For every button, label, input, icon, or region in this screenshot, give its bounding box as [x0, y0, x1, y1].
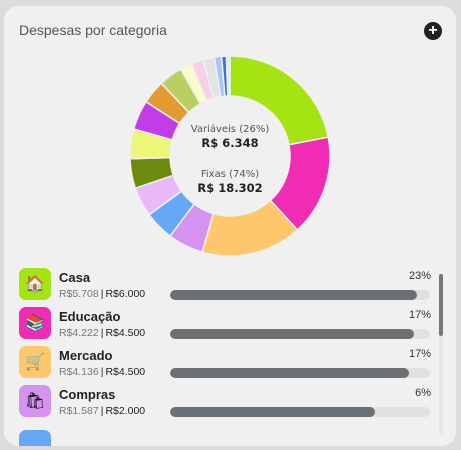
- card-title: Despesas por categoria: [19, 22, 167, 38]
- spent-amount: R$5.708: [59, 288, 99, 300]
- category-donut-chart: Variáveis (26%) R$ 6.348 Fixas (74%) R$ …: [129, 55, 331, 257]
- spent-amount: R$4.136: [59, 366, 99, 378]
- fixed-expenses-label: Fixas (74%): [201, 169, 259, 180]
- separator: |: [100, 366, 104, 378]
- category-name: Compras: [59, 387, 116, 402]
- category-percent: 6%: [415, 387, 431, 399]
- progress-fill: [170, 290, 417, 300]
- progress-fill: [170, 329, 415, 339]
- category-percent: 17%: [408, 309, 431, 321]
- books-icon: 📚: [19, 307, 51, 339]
- category-amounts: R$1.587 | R$2.000: [59, 405, 145, 417]
- scrollbar-thumb[interactable]: [439, 274, 443, 336]
- limit-amount: R$4.500: [105, 327, 146, 339]
- donut-slice-17[interactable]: [225, 55, 231, 97]
- progress-bar: [170, 368, 430, 378]
- spent-amount: R$4.222: [59, 327, 99, 339]
- category-name: Casa: [59, 270, 91, 285]
- fixed-expenses-value: R$ 18.302: [197, 181, 262, 195]
- shopping-cart-icon: 🛒: [19, 346, 51, 378]
- variable-expenses-value: R$ 6.348: [201, 136, 258, 150]
- separator: |: [100, 327, 104, 339]
- category-row-mercado[interactable]: 🛒 Mercado R$4.136 | R$4.500 17%: [19, 346, 439, 385]
- category-name: Mercado: [59, 348, 113, 363]
- house-icon: 🏠: [19, 268, 51, 300]
- plus-circle-icon: +: [428, 22, 438, 39]
- expenses-by-category-card: Despesas por categoria + Variáveis (26%)…: [4, 6, 456, 446]
- category-row-casa[interactable]: 🏠 Casa R$5.708 | R$6.000 23%: [19, 268, 439, 307]
- add-category-button[interactable]: +: [424, 22, 442, 40]
- limit-amount: R$6.000: [105, 288, 146, 300]
- limit-amount: R$2.000: [105, 405, 146, 417]
- progress-bar: [170, 407, 430, 417]
- progress-fill: [170, 407, 376, 417]
- category-percent: 17%: [408, 348, 431, 360]
- separator: |: [100, 405, 104, 417]
- category-name: Educação: [59, 309, 121, 324]
- next-category-icon[interactable]: [19, 430, 51, 446]
- spent-amount: R$1.587: [59, 405, 99, 417]
- limit-amount: R$4.500: [105, 366, 146, 378]
- list-scrollbar[interactable]: [439, 274, 443, 434]
- category-row-educacao[interactable]: 📚 Educação R$4.222 | R$4.500 17%: [19, 307, 439, 346]
- progress-bar: [170, 329, 430, 339]
- separator: |: [100, 288, 104, 300]
- variable-expenses-label: Variáveis (26%): [191, 123, 270, 135]
- shopping-bags-icon: 🛍: [19, 385, 51, 417]
- category-amounts: R$4.136 | R$4.500: [59, 366, 145, 378]
- progress-fill: [170, 368, 410, 378]
- category-amounts: R$4.222 | R$4.500: [59, 327, 145, 339]
- category-percent: 23%: [408, 270, 431, 282]
- category-amounts: R$5.708 | R$6.000: [59, 288, 145, 300]
- category-row-compras[interactable]: 🛍 Compras R$1.587 | R$2.000 6%: [19, 385, 439, 424]
- category-list: 🏠 Casa R$5.708 | R$6.000 23% 📚 Educação R$…: [19, 268, 439, 424]
- progress-bar: [170, 290, 430, 300]
